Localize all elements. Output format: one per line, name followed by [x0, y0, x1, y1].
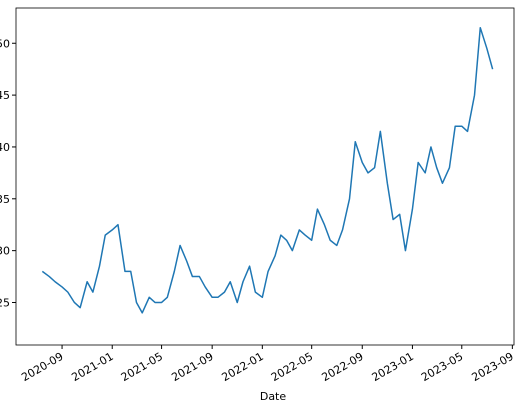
x-tick-label: 2023-09	[470, 350, 516, 384]
x-tick-label: 2022-01	[220, 350, 266, 384]
x-tick-label: 2022-09	[319, 350, 365, 384]
x-tick-label: 2023-05	[419, 350, 465, 384]
line	[41, 26, 494, 314]
y-tick-label: 45	[0, 89, 10, 102]
x-tick-label: 2020-09	[19, 350, 65, 384]
y-tick-label: 30	[0, 245, 10, 258]
x-tick-label: 2022-05	[269, 350, 315, 384]
x-tick-label: 2021-09	[169, 350, 215, 384]
x-tick-label: 2021-01	[69, 350, 115, 384]
y-tick-label: 25	[0, 296, 10, 309]
x-axis-label: Date	[260, 390, 287, 403]
x-tick-label: 2021-05	[119, 350, 165, 384]
y-tick-label: 50	[0, 37, 10, 50]
plot-frame	[15, 7, 515, 346]
y-tick-label: 35	[0, 193, 10, 206]
y-tick-label: 40	[0, 141, 10, 154]
x-tick-label: 2023-01	[370, 350, 416, 384]
